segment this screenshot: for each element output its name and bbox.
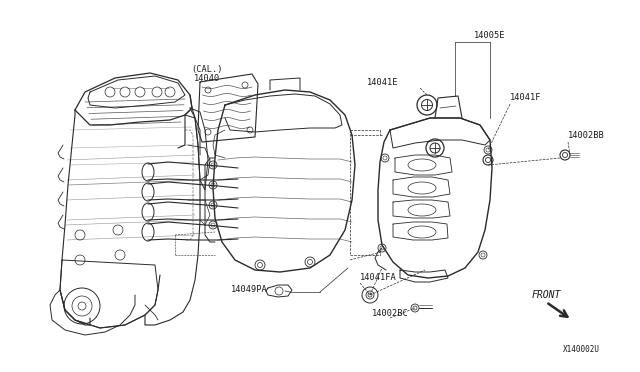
Text: 14049PA: 14049PA [231,285,268,294]
Text: (CAL.): (CAL.) [191,65,223,74]
Text: 14041FA: 14041FA [360,273,397,282]
Text: 14041F: 14041F [510,93,541,102]
Text: 14040: 14040 [194,74,220,83]
Text: 14002BB: 14002BB [568,131,605,140]
Text: 14041E: 14041E [367,78,398,87]
Text: 14005E: 14005E [474,31,506,40]
Text: 14002BC: 14002BC [372,309,408,318]
Text: X140002U: X140002U [563,345,600,354]
Text: FRONT: FRONT [532,290,561,300]
